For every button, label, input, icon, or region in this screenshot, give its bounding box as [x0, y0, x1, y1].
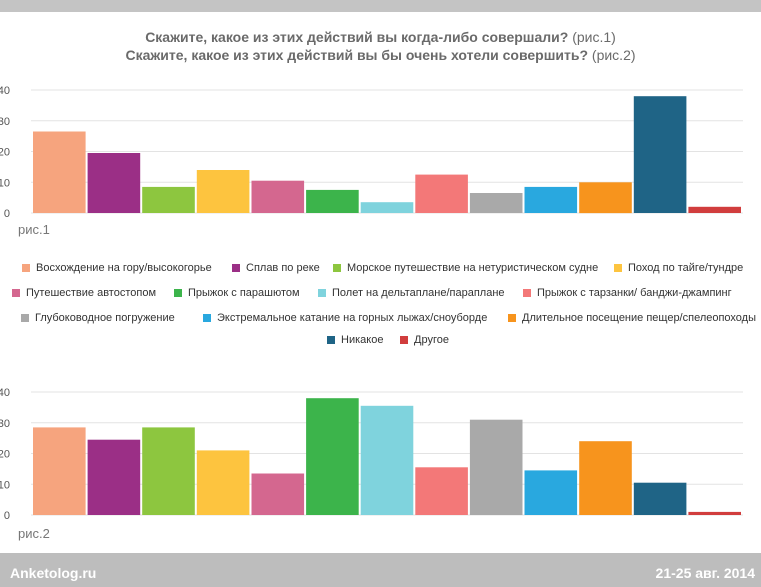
bar-1: [33, 131, 86, 213]
bar-10: [524, 186, 578, 213]
legend-label: Глубоководное погружение: [35, 312, 175, 324]
legend-swatch: [174, 289, 182, 297]
legend-swatch: [203, 314, 211, 322]
chart-fig2: 0 10 20 30 40: [0, 387, 743, 522]
legend-swatch: [400, 336, 408, 344]
bar-2: [87, 153, 141, 213]
bar-7: [360, 202, 414, 213]
bar-4: [196, 170, 250, 213]
bar-9: [469, 193, 523, 213]
legend-label: Сплав по реке: [246, 262, 320, 274]
brand-text: Anketolog.ru: [10, 565, 97, 581]
survey-date: 21-25 авг. 2014: [655, 565, 755, 581]
bar-6: [306, 398, 359, 515]
chart-titles: Скажите, какое из этих действий вы когда…: [0, 28, 761, 64]
bar-1: [33, 427, 86, 515]
legend-item: Прыжок с парашютом: [174, 287, 300, 299]
bar-2: [87, 439, 141, 515]
bar-5: [251, 180, 305, 213]
y-tick-label: 10: [0, 479, 10, 491]
chart-fig1-label: рис.1: [18, 222, 50, 237]
legend-swatch: [523, 289, 531, 297]
bar-10: [524, 470, 578, 515]
footer-bar: Anketolog.ru 21-25 авг. 2014: [0, 553, 761, 587]
question-2-title: Скажите, какое из этих действий вы бы оч…: [0, 46, 761, 64]
legend-label: Никакое: [341, 334, 384, 346]
y-tick-label: 40: [0, 85, 10, 97]
bar-9: [469, 419, 523, 515]
legend-label: Другое: [414, 334, 449, 346]
legend-item: Полет на дельтаплане/параплане: [318, 287, 505, 299]
y-tick-label: 40: [0, 387, 10, 399]
y-tick-label: 20: [0, 449, 10, 461]
legend-label: Полет на дельтаплане/параплане: [332, 287, 505, 299]
legend-label: Морское путешествие на нетуристическом с…: [347, 262, 599, 274]
legend-item: Прыжок с тарзанки/ банджи-джампинг: [523, 287, 732, 299]
question-1-text: Скажите, какое из этих действий вы когда…: [145, 29, 569, 45]
legend-label: Поход по тайге/тундре: [628, 262, 744, 274]
legend-item: Сплав по реке: [232, 262, 320, 274]
question-2-ref: (рис.2): [591, 47, 636, 63]
chart-fig2-label: рис.2: [18, 526, 50, 541]
legend-item: Поход по тайге/тундре: [614, 262, 743, 274]
legend-swatch: [21, 314, 29, 322]
legend-swatch: [12, 289, 20, 297]
bar-8: [415, 467, 468, 515]
legend-label: Путешествие автостопом: [26, 287, 157, 299]
question-1-ref: (рис.1): [572, 29, 616, 45]
bar-8: [415, 174, 468, 213]
legend-item: Морское путешествие на нетуристическом с…: [333, 262, 598, 274]
legend-item: Путешествие автостопом: [12, 287, 156, 299]
legend-swatch: [508, 314, 516, 322]
bar-3: [142, 186, 195, 213]
bar-6: [306, 189, 359, 213]
legend-swatch: [318, 289, 326, 297]
bar-11: [579, 182, 632, 214]
legend-label: Экстремальное катание на горных лыжах/сн…: [217, 312, 488, 324]
chart-fig1: 0 10 20 30 40: [0, 85, 743, 220]
bar-13: [688, 206, 741, 213]
y-tick-label: 10: [0, 177, 10, 189]
bar-7: [360, 405, 414, 515]
bar-4: [196, 450, 250, 515]
legend-swatch: [22, 264, 30, 272]
bar-12: [633, 96, 687, 213]
legend-item: Другое: [400, 334, 449, 346]
y-tick-label: 30: [0, 418, 10, 430]
top-bar: [0, 0, 761, 12]
legend-label: Прыжок с тарзанки/ банджи-джампинг: [537, 287, 732, 299]
legend-swatch: [333, 264, 341, 272]
bar-3: [142, 427, 195, 515]
y-tick-label: 30: [0, 116, 10, 128]
legend-item: Глубоководное погружение: [21, 312, 175, 324]
legend-swatch: [327, 336, 335, 344]
y-tick-label: 0: [4, 510, 10, 522]
bar-12: [633, 482, 687, 515]
y-tick-label: 20: [0, 147, 10, 159]
legend-item: Длительное посещение пещер/спелеопоходы: [508, 312, 756, 324]
y-tick-label: 0: [4, 208, 10, 220]
bar-11: [579, 441, 632, 515]
legend-swatch: [614, 264, 622, 272]
legend-item: Экстремальное катание на горных лыжах/сн…: [203, 312, 487, 324]
legend-label: Длительное посещение пещер/спелеопоходы: [522, 312, 757, 324]
question-1-title: Скажите, какое из этих действий вы когда…: [0, 28, 761, 46]
question-2-text: Скажите, какое из этих действий вы бы оч…: [125, 47, 589, 63]
legend-item: Никакое: [327, 334, 383, 346]
bar-13: [688, 511, 741, 515]
legend-label: Восхождение на гору/высокогорье: [36, 262, 212, 274]
legend-label: Прыжок с парашютом: [188, 287, 300, 299]
legend-swatch: [232, 264, 240, 272]
bar-5: [251, 473, 305, 515]
legend-item: Восхождение на гору/высокогорье: [22, 262, 212, 274]
